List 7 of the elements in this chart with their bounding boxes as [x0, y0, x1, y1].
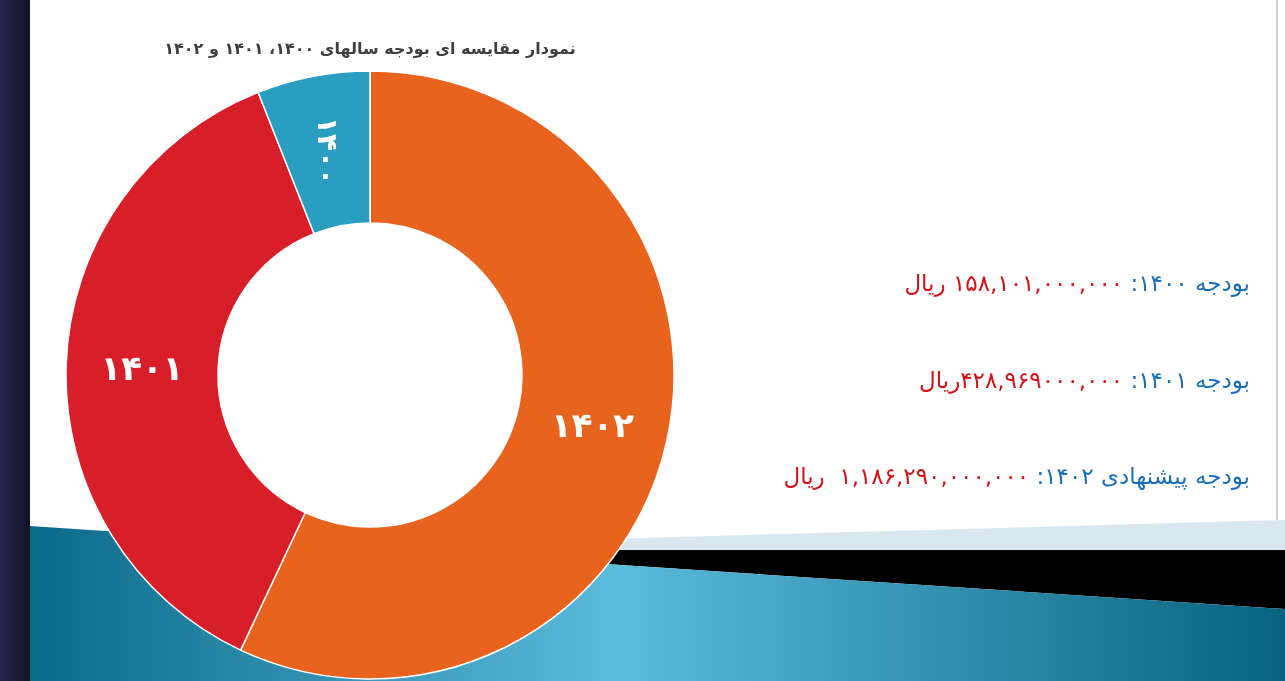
annotation: بودجه ۱۴۰۱:: [1130, 366, 1250, 393]
annotation: ۱۵۸,۱۰۱,۰۰۰,۰۰۰ ریال: [904, 270, 1124, 296]
title: نمودار مقایسه ای بودجه سالهای ۱۴۰۰، ۱۴۰۱ و ۱۴۰۲: [163, 39, 577, 58]
annotation: ۱,۱۸۶,۲۹۰,۰۰۰,۰۰۰ ریال: [783, 463, 1030, 489]
annotation: بودجه ۱۴۰۰:: [1130, 270, 1250, 296]
annotation: بودجه پیشنهادی ۱۴۰۲:: [1036, 463, 1250, 489]
annotation: ۴۲۸,۹۶۹۰۰۰,۰۰۰ریال: [919, 366, 1124, 393]
